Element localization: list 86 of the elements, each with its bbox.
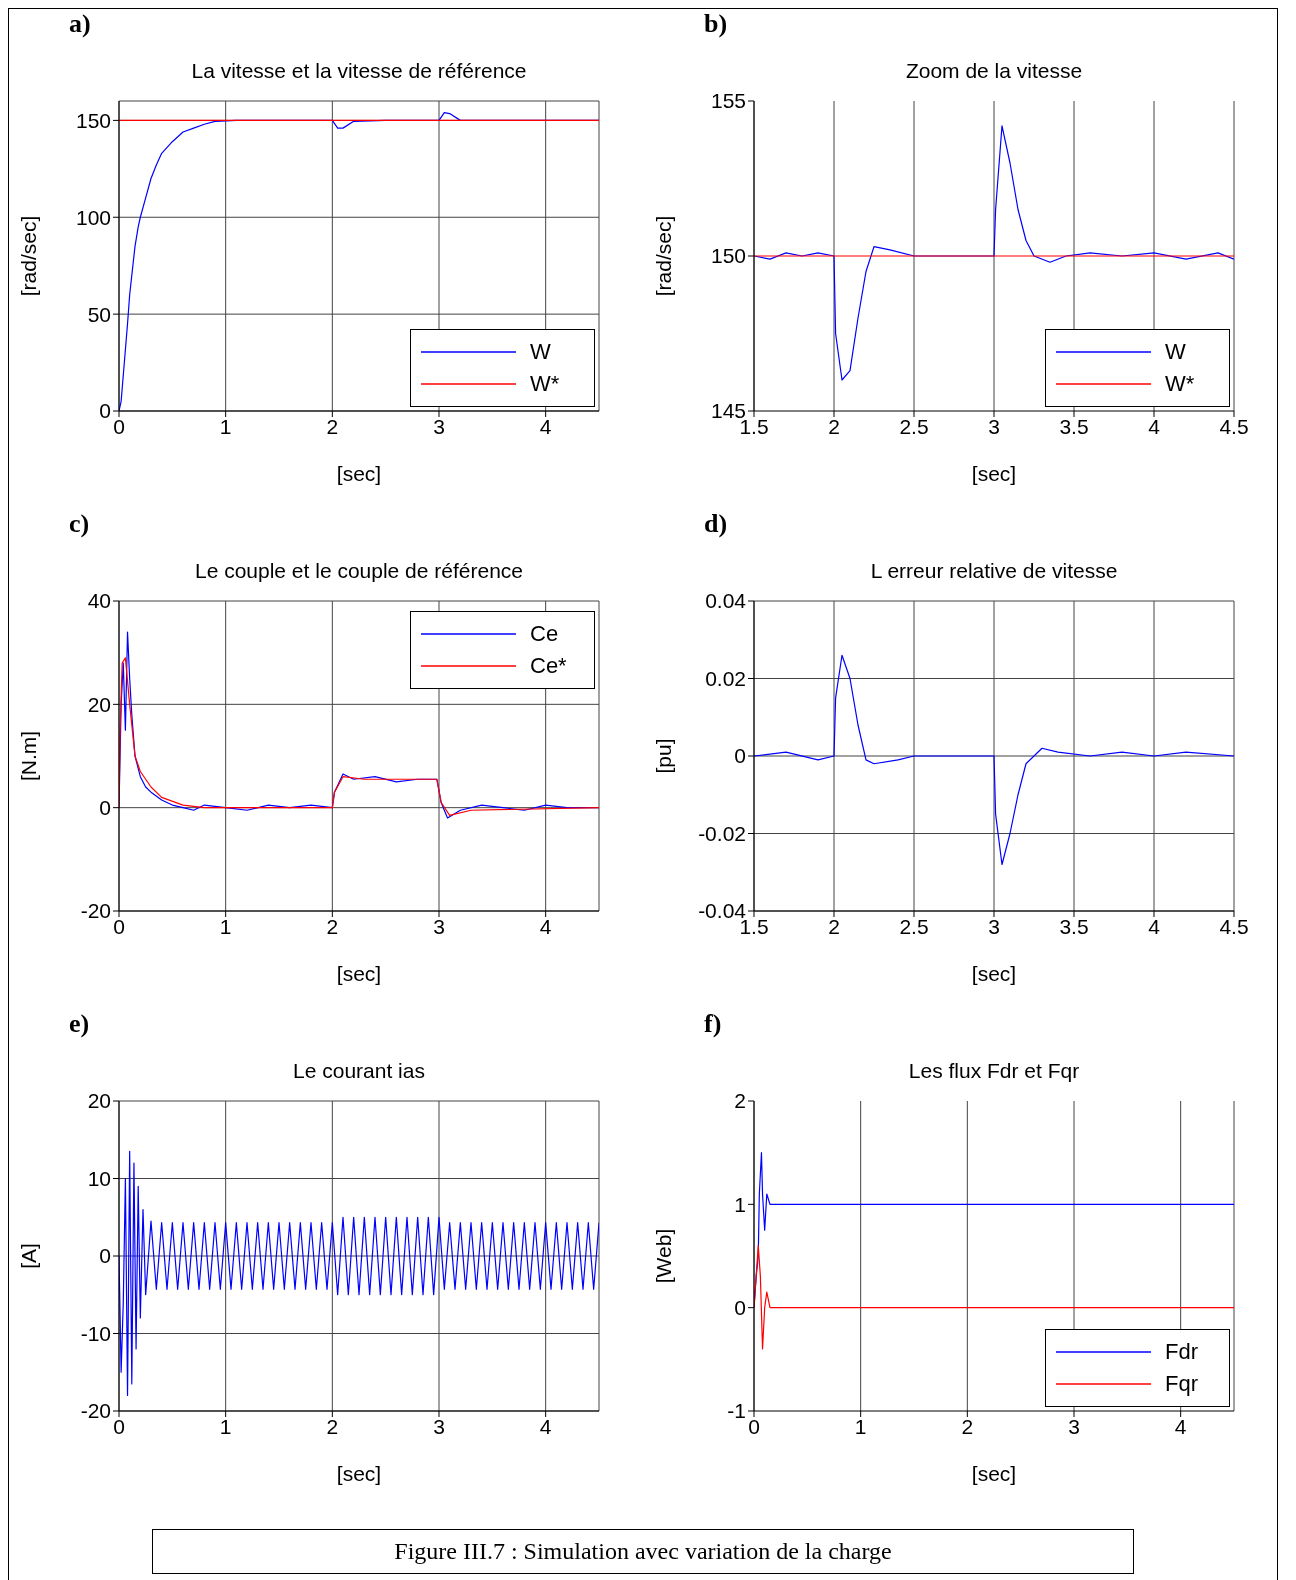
text: c)	[69, 509, 90, 539]
y-tick-label: 0	[99, 796, 111, 820]
text: Figure III.7 : Simulation avec variation de la charge	[152, 1529, 1134, 1574]
x-tick-label: 2	[828, 914, 840, 938]
legend-label: Fqr	[1165, 1371, 1198, 1397]
x-tick-label: 2	[326, 414, 339, 438]
y-tick-label: 10	[87, 1166, 111, 1190]
y-tick-label: -0.02	[698, 821, 746, 845]
text: b)	[704, 9, 728, 39]
y-axis-title: [pu]	[652, 738, 676, 774]
text: a)	[69, 9, 91, 39]
y-tick-label: 1	[734, 1192, 746, 1216]
y-axis-title: [Web]	[652, 1228, 676, 1284]
y-tick-label: 0.02	[705, 666, 746, 690]
y-tick-label: -20	[80, 1399, 111, 1423]
y-tick-label: 150	[710, 244, 746, 268]
legend-label: Fdr	[1165, 1339, 1198, 1365]
y-tick-label: 40	[87, 589, 111, 613]
y-axis-title: [rad/sec]	[17, 215, 41, 297]
y-tick-label: 155	[710, 89, 746, 113]
legend-label: W	[530, 339, 551, 365]
text: d)	[704, 509, 728, 539]
line-series	[754, 654, 1234, 866]
x-tick-label: 3	[988, 414, 1000, 438]
x-axis-title: [sec]	[336, 462, 382, 485]
x-tick-label: 3	[433, 414, 445, 438]
x-axis-title: [sec]	[971, 962, 1017, 985]
x-tick-label: 3.5	[1059, 414, 1089, 438]
x-tick-label: 4.5	[1219, 914, 1249, 938]
chart-title: L erreur relative de vitesse	[869, 559, 1119, 583]
legend-label: Ce*	[530, 653, 567, 679]
x-tick-label: 1	[219, 1414, 232, 1438]
x-tick-label: 4	[539, 414, 552, 438]
legend-label: W*	[530, 371, 560, 397]
y-tick-label: -20	[80, 899, 111, 923]
y-axis-title: [A]	[17, 1243, 41, 1269]
y-tick-label: 0	[99, 1244, 111, 1268]
x-axis-title: [sec]	[336, 962, 382, 985]
chart-title: Les flux Fdr et Fqr	[907, 1059, 1081, 1083]
y-tick-label: -10	[80, 1321, 111, 1345]
x-tick-label: 2.5	[899, 414, 929, 438]
y-tick-label: 0	[734, 1296, 746, 1320]
chart-title: Le courant ias	[292, 1059, 426, 1083]
text: f)	[704, 1009, 722, 1039]
y-tick-label: 20	[87, 692, 111, 716]
legend-label: Ce	[530, 621, 559, 647]
x-tick-label: 2	[828, 414, 840, 438]
x-tick-label: 3	[988, 914, 1000, 938]
x-tick-label: 1	[854, 1414, 867, 1438]
y-axis-title: [rad/sec]	[652, 215, 676, 297]
x-tick-label: 1	[219, 914, 232, 938]
x-tick-label: 4	[539, 914, 552, 938]
x-tick-label: 4	[539, 1414, 552, 1438]
x-tick-label: 2	[326, 1414, 339, 1438]
y-axis-title: [N.m]	[17, 730, 41, 782]
x-tick-label: 3	[1068, 1414, 1080, 1438]
line-series	[119, 1150, 599, 1397]
chart-title: Zoom de la vitesse	[904, 59, 1084, 83]
x-tick-label: 3	[433, 914, 445, 938]
legend-label: W*	[1165, 371, 1195, 397]
x-tick-label: 2	[326, 914, 339, 938]
y-tick-label: 0	[734, 744, 746, 768]
y-tick-label: 0.04	[705, 589, 747, 613]
y-tick-label: 2	[734, 1089, 746, 1113]
x-tick-label: 4	[1148, 414, 1161, 438]
chart-title: La vitesse et la vitesse de référence	[190, 59, 528, 83]
legend-label: W	[1165, 339, 1186, 365]
y-tick-label: 100	[75, 205, 111, 229]
y-tick-label: -1	[727, 1399, 746, 1423]
y-tick-label: 20	[87, 1089, 111, 1113]
x-tick-label: 3.5	[1059, 914, 1089, 938]
x-tick-label: 2.5	[899, 914, 929, 938]
y-tick-label: 0	[99, 399, 111, 423]
x-axis-title: [sec]	[336, 1462, 382, 1485]
x-axis-title: [sec]	[971, 462, 1017, 485]
x-tick-label: 1	[219, 414, 232, 438]
y-tick-label: 50	[87, 302, 111, 326]
x-tick-label: 4.5	[1219, 414, 1249, 438]
text: e)	[69, 1009, 90, 1039]
x-tick-label: 3	[433, 1414, 445, 1438]
x-tick-label: 2	[961, 1414, 974, 1438]
chart-title: Le couple et le couple de référence	[193, 559, 525, 583]
x-tick-label: 4	[1174, 1414, 1187, 1438]
x-tick-label: 4	[1148, 914, 1161, 938]
x-axis-title: [sec]	[971, 1462, 1017, 1485]
y-tick-label: 150	[75, 108, 111, 132]
